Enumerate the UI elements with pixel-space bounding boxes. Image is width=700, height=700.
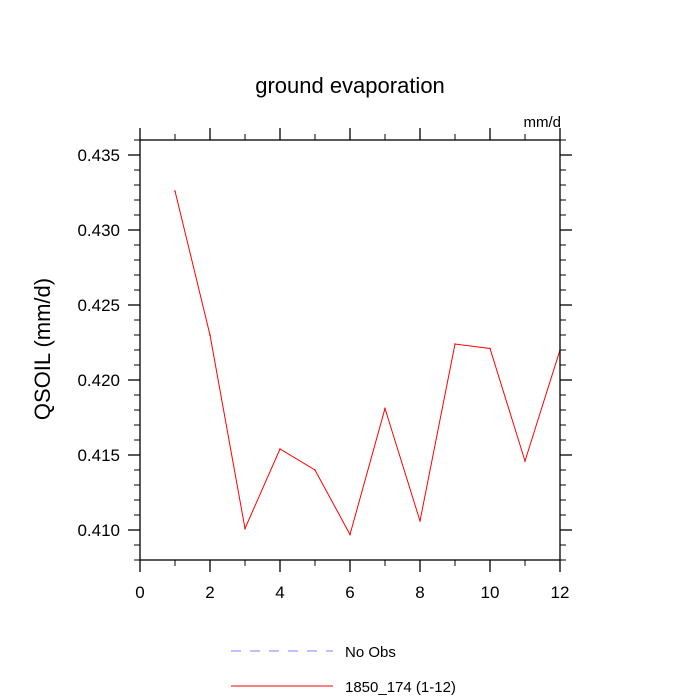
legend-label-1850-174: 1850_174 (1-12) xyxy=(345,679,456,696)
plot-frame xyxy=(139,139,561,561)
series-point xyxy=(174,190,176,192)
legend-label-no-obs: No Obs xyxy=(345,644,396,661)
x-tick-label: 12 xyxy=(551,583,570,602)
x-tick-label: 2 xyxy=(205,583,214,602)
x-tick-label: 6 xyxy=(345,583,354,602)
series-point xyxy=(244,527,246,530)
x-tick-label: 10 xyxy=(481,583,500,602)
series-point xyxy=(314,469,316,471)
units-label: mm/d xyxy=(524,114,562,131)
legend: No Obs 1850_174 (1-12) xyxy=(231,644,456,696)
y-tick-label: 0.415 xyxy=(77,446,120,465)
series-point xyxy=(209,334,211,336)
y-tick-label: 0.420 xyxy=(77,371,120,390)
x-tick-label: 8 xyxy=(415,583,424,602)
series-point xyxy=(524,460,526,462)
series-point xyxy=(489,347,491,350)
x-tick-label: 0 xyxy=(135,583,144,602)
x-tick-label: 4 xyxy=(275,583,284,602)
y-tick-label: 0.435 xyxy=(77,146,120,165)
chart-title: ground evaporation xyxy=(255,73,445,98)
series-point xyxy=(454,343,456,345)
series-point xyxy=(419,520,421,522)
series-point xyxy=(349,533,351,536)
plot-series xyxy=(174,190,561,536)
axis-ticks xyxy=(128,128,572,572)
y-tick-label: 0.410 xyxy=(77,521,120,540)
axis-tick-labels: 0 2 4 6 8 10 12 0.410 0.415 0.420 0.425 0.430 0.435 xyxy=(77,146,569,602)
y-tick-label: 0.430 xyxy=(77,221,120,240)
series-point xyxy=(384,407,386,410)
y-tick-label: 0.425 xyxy=(77,296,120,315)
series-line xyxy=(174,190,561,536)
y-axis-label: QSOIL (mm/d) xyxy=(30,278,55,420)
series-point xyxy=(279,448,281,450)
